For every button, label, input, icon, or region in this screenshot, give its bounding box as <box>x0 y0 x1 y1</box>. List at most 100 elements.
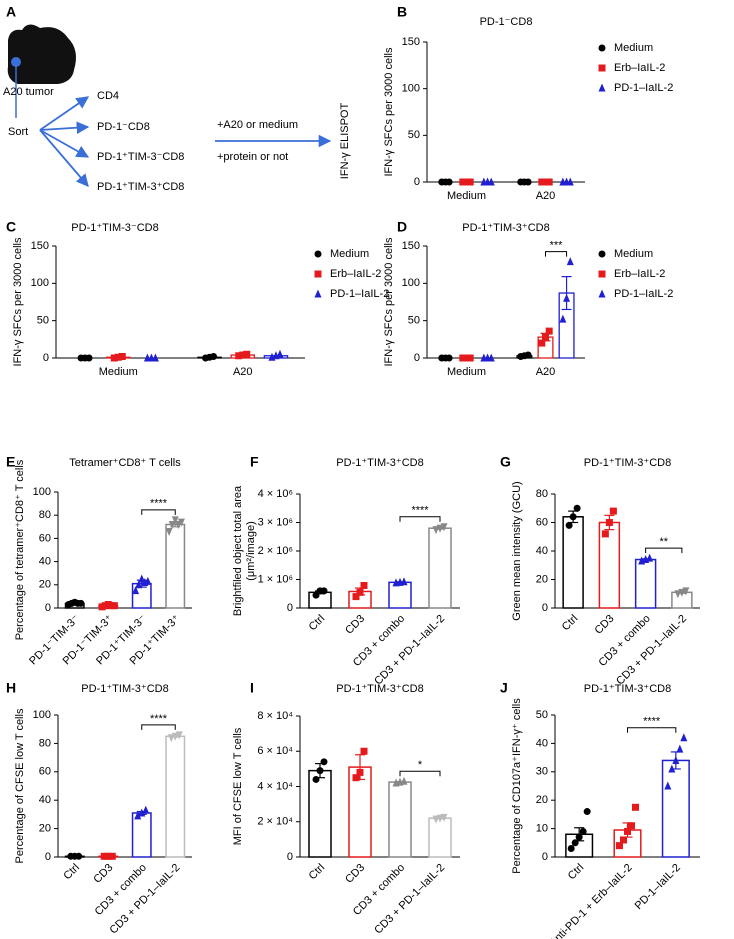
y-tick-label: 40 <box>39 556 51 568</box>
data-point <box>672 755 680 764</box>
panel-letter: I <box>250 680 254 696</box>
sort-arrows <box>39 96 332 187</box>
bar <box>165 735 186 858</box>
y-tick-label: 0 <box>43 352 49 364</box>
x-tick-label: Medium <box>447 190 486 202</box>
data-point <box>601 530 609 538</box>
data-point <box>664 781 672 790</box>
data-point <box>542 333 549 341</box>
data-point <box>110 602 118 610</box>
y-tick-label: 10 <box>536 823 548 835</box>
data-point <box>583 808 591 816</box>
data-point <box>545 327 553 335</box>
legend-label: Erb–IaIL-2 <box>330 268 381 280</box>
data-point <box>320 758 328 766</box>
y-tick-label: 50 <box>37 315 49 327</box>
x-tick-label: CD3 + PD-1–IaIL-2 <box>372 862 447 937</box>
bar <box>661 759 690 858</box>
population: PD-1⁺TIM-3⁻CD8 <box>97 151 184 163</box>
data-point <box>142 805 150 814</box>
y-tick-label: 20 <box>39 823 51 835</box>
x-tick-label: Ctrl <box>560 613 581 634</box>
significance-bracket <box>141 724 176 730</box>
x-tick-label: Medium <box>99 366 138 378</box>
y-axis-label: Brightfiled object total area <box>232 485 244 616</box>
data-point <box>616 842 623 850</box>
panel-letter: G <box>500 454 511 470</box>
bar <box>388 781 412 858</box>
significance-bracket <box>399 770 441 777</box>
data-point <box>316 767 324 775</box>
data-point <box>151 353 159 362</box>
data-point <box>620 836 627 844</box>
data-point <box>168 520 176 529</box>
significance-label: *** <box>550 240 564 252</box>
data-point <box>100 852 108 860</box>
chart-title: PD-1⁺TIM-3⁺CD8 <box>462 222 549 234</box>
data-point <box>171 516 179 525</box>
data-point <box>605 519 613 526</box>
y-tick-label: 6 × 10⁴ <box>257 745 293 757</box>
data-point <box>542 178 549 186</box>
panel-letter: B <box>397 4 407 20</box>
data-point <box>400 577 408 586</box>
data-point <box>668 764 676 773</box>
panel-letter: J <box>500 680 508 696</box>
legend-marker <box>598 44 606 52</box>
data-point <box>177 518 185 527</box>
y-tick-label: 4 × 10⁴ <box>257 780 293 792</box>
x-tick-label: A20 <box>233 366 253 378</box>
chart-title: PD-1⁺TIM-3⁻CD8 <box>71 222 158 234</box>
data-point <box>545 178 553 186</box>
y-axis-label: Percentage of CFSE low T cells <box>14 708 26 863</box>
y-tick-label: 80 <box>536 488 548 500</box>
legend-marker <box>314 270 322 278</box>
y-tick-label: 40 <box>39 794 51 806</box>
legend-marker <box>598 250 606 258</box>
y-tick-label: 2 × 10⁶ <box>258 545 293 557</box>
condition: +A20 or medium <box>217 119 298 131</box>
legend-label: Erb–IaIL-2 <box>614 62 665 74</box>
panel-letter: F <box>250 454 259 470</box>
y-tick-label: 0 <box>414 176 420 188</box>
y-tick-label: 50 <box>408 129 420 141</box>
data-point <box>110 354 118 362</box>
significance-label: ** <box>659 536 668 548</box>
significance-label: **** <box>411 505 429 517</box>
data-point <box>563 293 571 302</box>
significance-bracket <box>645 547 683 554</box>
data-point <box>524 351 532 359</box>
y-axis-label: Green mean intensity (GCU) <box>511 481 523 620</box>
y-tick-label: 8 × 10⁴ <box>257 710 293 722</box>
y-tick-label: 100 <box>33 709 51 721</box>
bar <box>634 558 657 609</box>
panel-letter: H <box>6 680 16 696</box>
population: PD-1⁻CD8 <box>97 121 150 133</box>
data-point <box>566 257 574 266</box>
y-tick-label: 100 <box>33 486 51 498</box>
y-tick-label: 100 <box>31 277 49 289</box>
data-point <box>463 178 470 186</box>
x-tick-label: Ctrl <box>307 613 328 634</box>
data-point <box>432 526 440 535</box>
y-tick-label: 0 <box>45 602 51 614</box>
y-tick-label: 150 <box>402 240 420 252</box>
data-point <box>571 839 579 847</box>
legend-marker <box>598 270 606 278</box>
legend-label: PD-1–IaIL-2 <box>330 288 389 300</box>
data-point <box>436 814 444 823</box>
legend-label: Medium <box>614 248 653 260</box>
y-tick-label: 0 <box>287 851 293 863</box>
y-tick-label: 100 <box>402 277 420 289</box>
data-point <box>567 844 575 852</box>
data-point <box>320 587 328 595</box>
data-point <box>569 513 577 521</box>
data-point <box>85 354 93 362</box>
data-point <box>538 339 546 347</box>
y-tick-label: 0 <box>414 352 420 364</box>
y-axis-label: Percentage of tetramer⁺CD8⁺ T cells <box>14 459 26 640</box>
data-point <box>559 314 567 323</box>
data-point <box>144 576 152 585</box>
y-tick-label: 50 <box>536 709 548 721</box>
data-point <box>243 350 251 358</box>
